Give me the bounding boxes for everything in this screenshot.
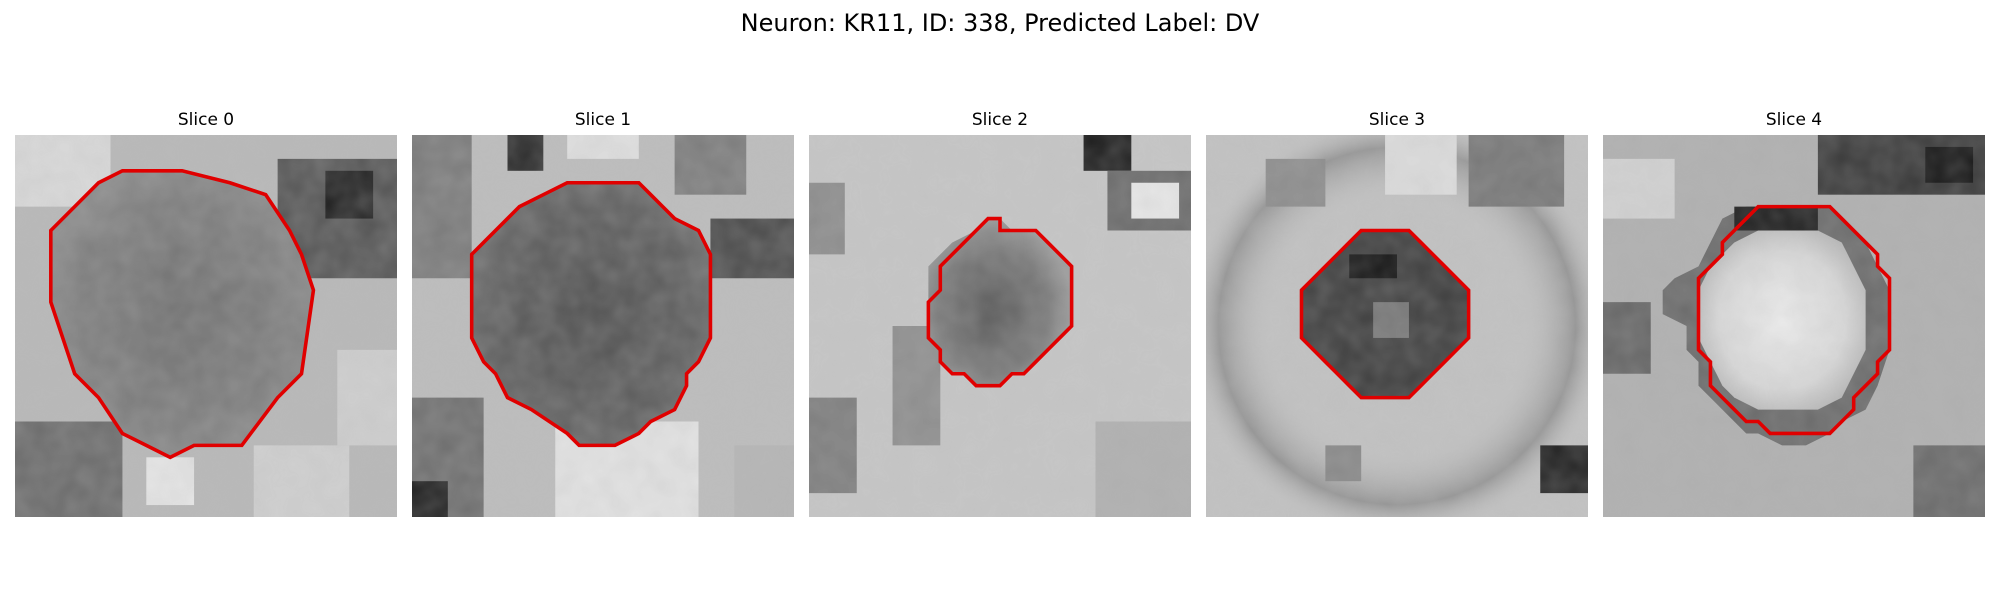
slice-image-1-canvas <box>412 135 794 517</box>
slice-1-roi-outline <box>469 180 713 448</box>
slice-panel-3: Slice 3 <box>1206 110 1588 520</box>
slice-title-0: Slice 0 <box>177 110 235 130</box>
slice-title-3: Slice 3 <box>1368 110 1426 130</box>
slice-image-0-canvas <box>15 135 397 517</box>
figure-title: Neuron: KR11, ID: 338, Predicted Label: … <box>740 9 1260 37</box>
slice-4-roi-outline <box>1696 204 1892 436</box>
slice-title-2: Slice 2 <box>971 110 1029 130</box>
slice-image-1 <box>412 135 794 517</box>
slice-image-2-canvas <box>809 135 1191 517</box>
slice-3-roi-outline <box>1299 228 1471 400</box>
slice-panel-2: Slice 2 <box>809 110 1191 520</box>
slice-title-1: Slice 1 <box>574 110 632 130</box>
slice-2-roi-outline <box>926 216 1074 388</box>
slice-0-roi-outline <box>49 169 316 460</box>
slice-image-2 <box>809 135 1191 517</box>
slice-panel-4: Slice 4 <box>1603 110 1985 520</box>
slice-panel-1: Slice 1 <box>412 110 794 520</box>
slice-image-4 <box>1603 135 1985 517</box>
slice-image-3-canvas <box>1206 135 1588 517</box>
slice-panel-0: Slice 0 <box>15 110 397 520</box>
slice-image-4-canvas <box>1603 135 1985 517</box>
slice-title-4: Slice 4 <box>1765 110 1823 130</box>
slice-image-0 <box>15 135 397 517</box>
slice-image-3 <box>1206 135 1588 517</box>
